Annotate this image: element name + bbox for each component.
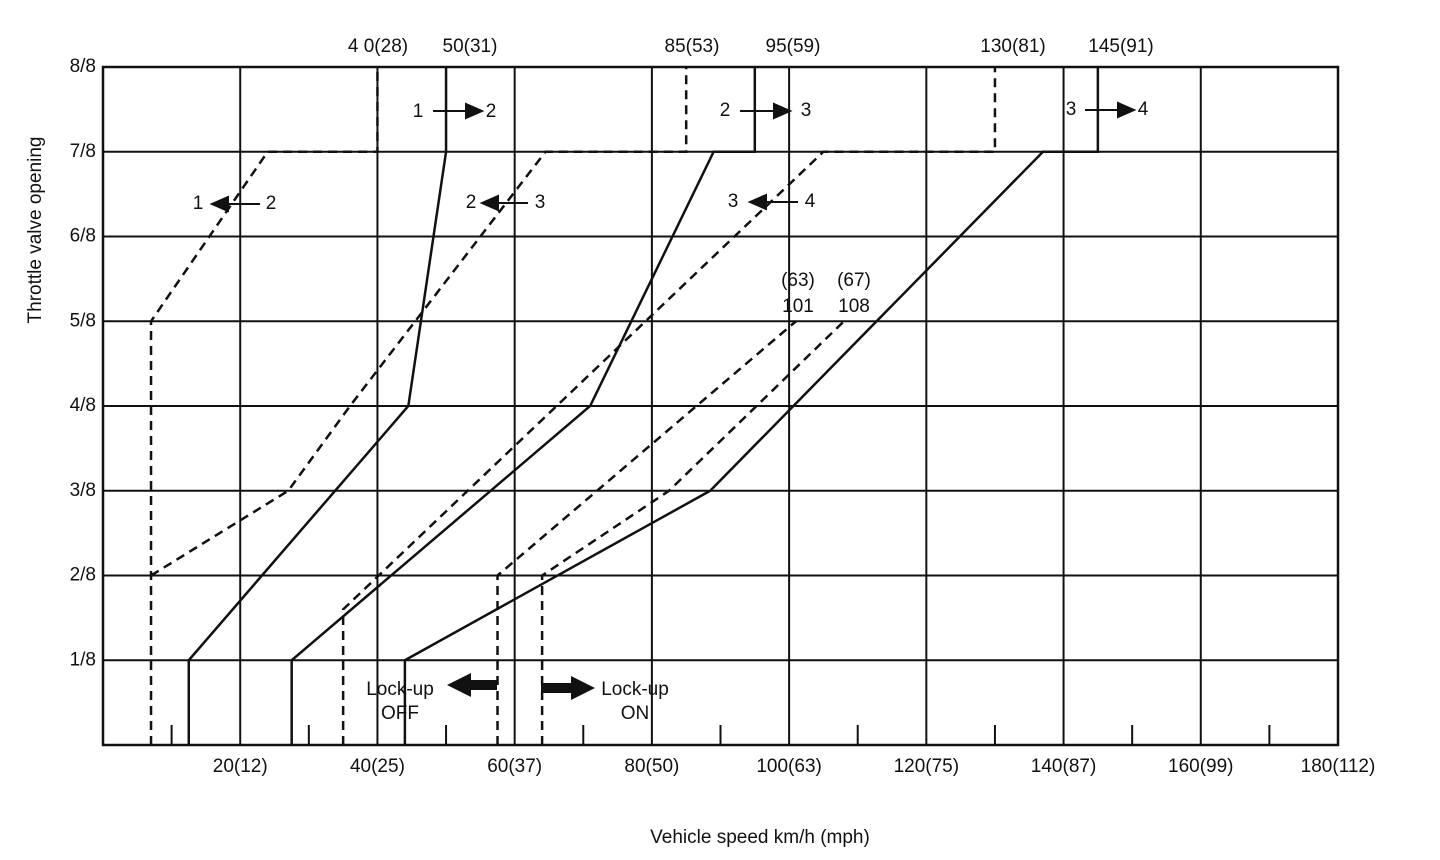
y-tick-label: 7/8	[70, 141, 96, 162]
annotation: 3	[535, 192, 546, 213]
annotation: 3	[1066, 99, 1077, 120]
annotation: 3	[728, 191, 739, 212]
x-tick-label: 120(75)	[894, 756, 960, 777]
x-axis-title: Vehicle speed km/h (mph)	[650, 827, 870, 848]
annotation: Lock-up	[601, 679, 669, 700]
y-tick-label: 1/8	[70, 649, 96, 670]
annotation: 130(81)	[980, 36, 1046, 57]
lockup-arrows	[447, 673, 595, 700]
annotation: ON	[621, 703, 650, 724]
annotation: 2	[486, 101, 497, 122]
x-tick-label: 140(87)	[1031, 756, 1097, 777]
annotation: 2	[720, 100, 731, 121]
annotation: 95(59)	[766, 36, 821, 57]
annotation: 4 0(28)	[348, 36, 408, 57]
x-tick-label: 60(37)	[487, 756, 542, 777]
x-tick-label: 40(25)	[350, 756, 405, 777]
x-tick-label: 180(112)	[1301, 756, 1376, 777]
annotation: 4	[1138, 99, 1149, 120]
annotation: 145(91)	[1088, 36, 1154, 57]
shift-line	[540, 320, 845, 745]
x-tick-label: 80(50)	[624, 756, 679, 777]
annotation: 50(31)	[443, 36, 498, 57]
y-tick-label: 4/8	[70, 395, 96, 416]
shift-line	[187, 67, 448, 745]
shift-line	[341, 67, 997, 745]
annotation: 2	[466, 192, 477, 213]
annotation: 1	[413, 101, 424, 122]
annotation: (67)	[837, 270, 871, 291]
annotation: 4	[805, 191, 816, 212]
annotation: (63)	[781, 270, 815, 291]
y-tick-label: 2/8	[70, 565, 96, 586]
shift-line	[403, 67, 1100, 745]
x-tick-label: 20(12)	[213, 756, 268, 777]
shift-arrows	[209, 101, 1137, 213]
annotation: 101	[782, 296, 814, 317]
annotation: 1	[193, 193, 204, 214]
y-tick-label: 6/8	[70, 226, 96, 247]
y-tick-label: 3/8	[70, 480, 96, 501]
annotation: 3	[801, 100, 812, 121]
x-tick-label: 100(63)	[756, 756, 822, 777]
annotation: OFF	[381, 703, 419, 724]
annotation: 85(53)	[665, 36, 720, 57]
y-axis-title: Throttle valve opening	[25, 137, 46, 324]
y-tick-label: 5/8	[70, 310, 96, 331]
y-tick-label: 8/8	[70, 56, 96, 77]
annotation: Lock-up	[366, 679, 434, 700]
shift-line	[290, 67, 757, 745]
x-tick-label: 160(99)	[1168, 756, 1234, 777]
annotation: 2	[266, 193, 277, 214]
shift-line	[149, 67, 379, 745]
shift-line	[150, 67, 688, 577]
annotation: 108	[838, 296, 870, 317]
shift-line	[496, 320, 797, 745]
